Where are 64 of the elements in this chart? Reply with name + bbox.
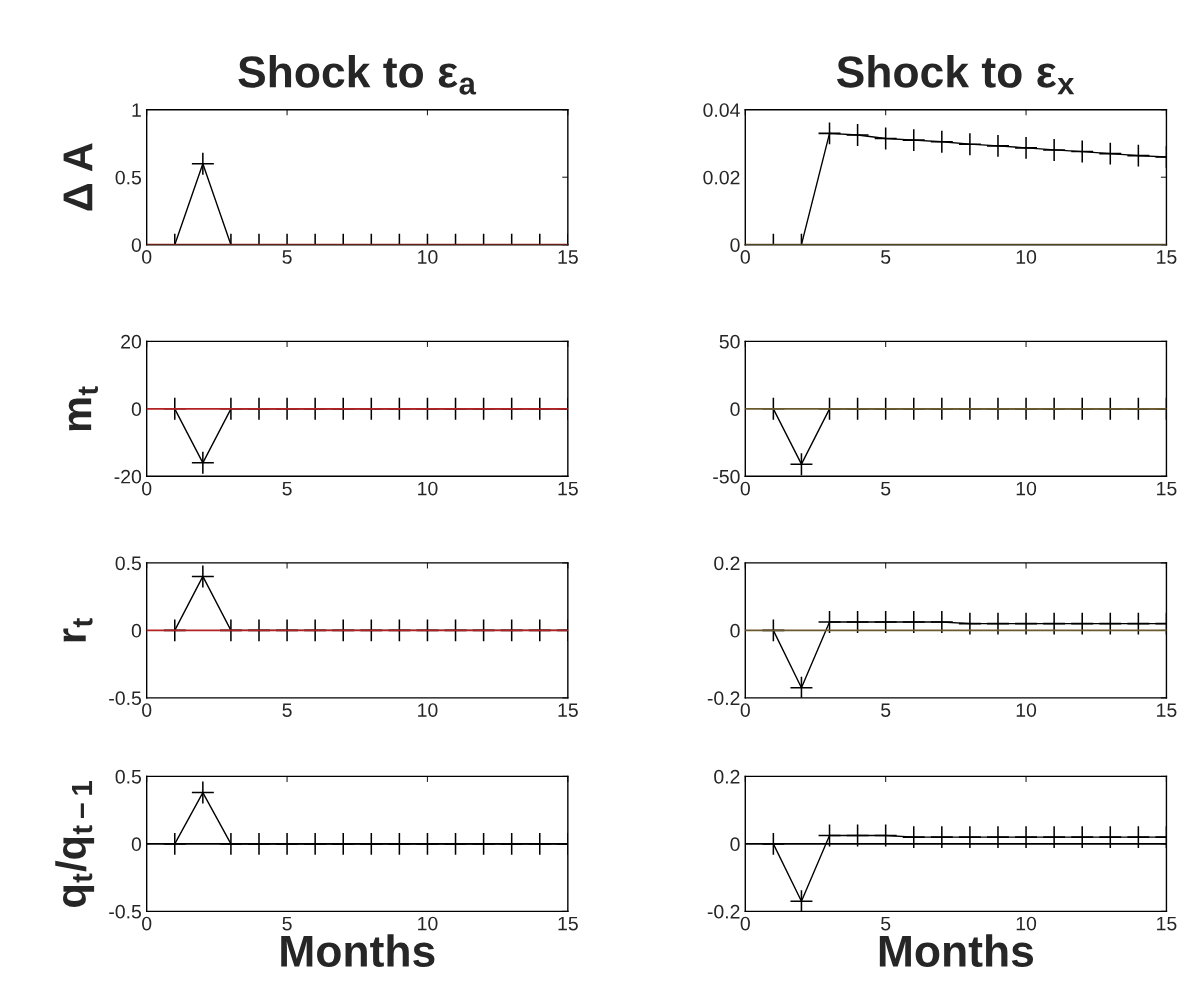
x-tick-label: 0 xyxy=(740,703,750,717)
x-tick-label: 10 xyxy=(418,703,438,717)
y-tick-label: 0 xyxy=(131,402,142,417)
y-axis-title: Δ A xyxy=(63,143,93,211)
x-axis-title: Months xyxy=(281,934,435,967)
y-tick-label: 0 xyxy=(131,238,142,252)
x-tick-label: 0 xyxy=(740,916,750,931)
x-tick-label: 5 xyxy=(282,916,292,931)
y-axis-title: r$_{t}$ xyxy=(63,618,93,642)
x-tick-label: 15 xyxy=(558,916,578,931)
x-tick-label: 10 xyxy=(1016,916,1037,931)
y-tick-label: 0 xyxy=(730,837,740,852)
x-tick-label: 5 xyxy=(282,250,292,264)
x-tick-label: 15 xyxy=(1157,916,1177,931)
y-tick-label: 50 xyxy=(719,334,740,349)
x-tick-label: 5 xyxy=(881,250,891,264)
x-tick-label: 0 xyxy=(142,916,152,931)
y-tick-label: 0.04 xyxy=(703,103,740,117)
y-tick-label: -0.5 xyxy=(109,904,142,919)
chart-title: Shock to ε$_{x}$ xyxy=(836,55,1075,95)
y-tick-label: 0 xyxy=(131,837,142,852)
x-tick-label: 0 xyxy=(142,481,152,496)
x-tick-label: 15 xyxy=(558,250,578,264)
y-tick-label: 0 xyxy=(730,623,740,638)
y-tick-label: -0.5 xyxy=(109,691,142,706)
x-tick-label: 15 xyxy=(1157,481,1177,496)
x-tick-label: 10 xyxy=(1016,703,1037,717)
y-tick-label: 0.5 xyxy=(115,170,142,185)
y-tick-label: -0.2 xyxy=(707,691,740,706)
x-tick-label: 5 xyxy=(282,703,292,717)
x-tick-label: 15 xyxy=(1157,703,1177,717)
chart-title: Shock to ε$_{a}$ xyxy=(238,55,477,95)
y-axis-title: q$_{t}$/q$_{t−1}$ xyxy=(55,781,95,907)
x-tick-label: 0 xyxy=(142,250,152,264)
x-tick-label: 5 xyxy=(881,916,891,931)
x-tick-label: 10 xyxy=(1016,250,1037,264)
x-tick-label: 5 xyxy=(881,703,891,717)
x-tick-label: 0 xyxy=(740,250,750,264)
x-tick-label: 10 xyxy=(418,250,438,264)
y-tick-label: -20 xyxy=(114,469,142,484)
y-tick-label: -0.2 xyxy=(707,904,740,919)
y-tick-label: 0.2 xyxy=(714,556,740,571)
x-axis-title: Months xyxy=(879,934,1034,967)
y-tick-label: 1 xyxy=(132,103,141,117)
x-tick-label: 0 xyxy=(740,481,750,496)
y-tick-label: -50 xyxy=(713,469,740,484)
y-tick-label: 0.5 xyxy=(115,556,142,571)
x-tick-label: 15 xyxy=(558,481,578,496)
y-axis-title: m$_{t}$ xyxy=(68,386,98,431)
y-tick-label: 0 xyxy=(730,238,740,252)
x-tick-label: 0 xyxy=(142,703,152,717)
x-tick-label: 5 xyxy=(282,481,292,496)
y-tick-label: 20 xyxy=(121,334,142,349)
y-tick-label: 0.2 xyxy=(714,769,740,784)
y-tick-label: 0.5 xyxy=(115,769,142,784)
x-tick-label: 5 xyxy=(881,481,891,496)
y-tick-label: 0 xyxy=(131,623,142,638)
x-tick-label: 10 xyxy=(418,481,438,496)
x-tick-label: 15 xyxy=(1157,250,1177,264)
y-tick-label: 0 xyxy=(730,402,740,417)
y-tick-label: 0.02 xyxy=(703,170,740,185)
x-tick-label: 15 xyxy=(558,703,578,717)
x-tick-label: 10 xyxy=(1016,481,1037,496)
x-tick-label: 10 xyxy=(418,916,438,931)
